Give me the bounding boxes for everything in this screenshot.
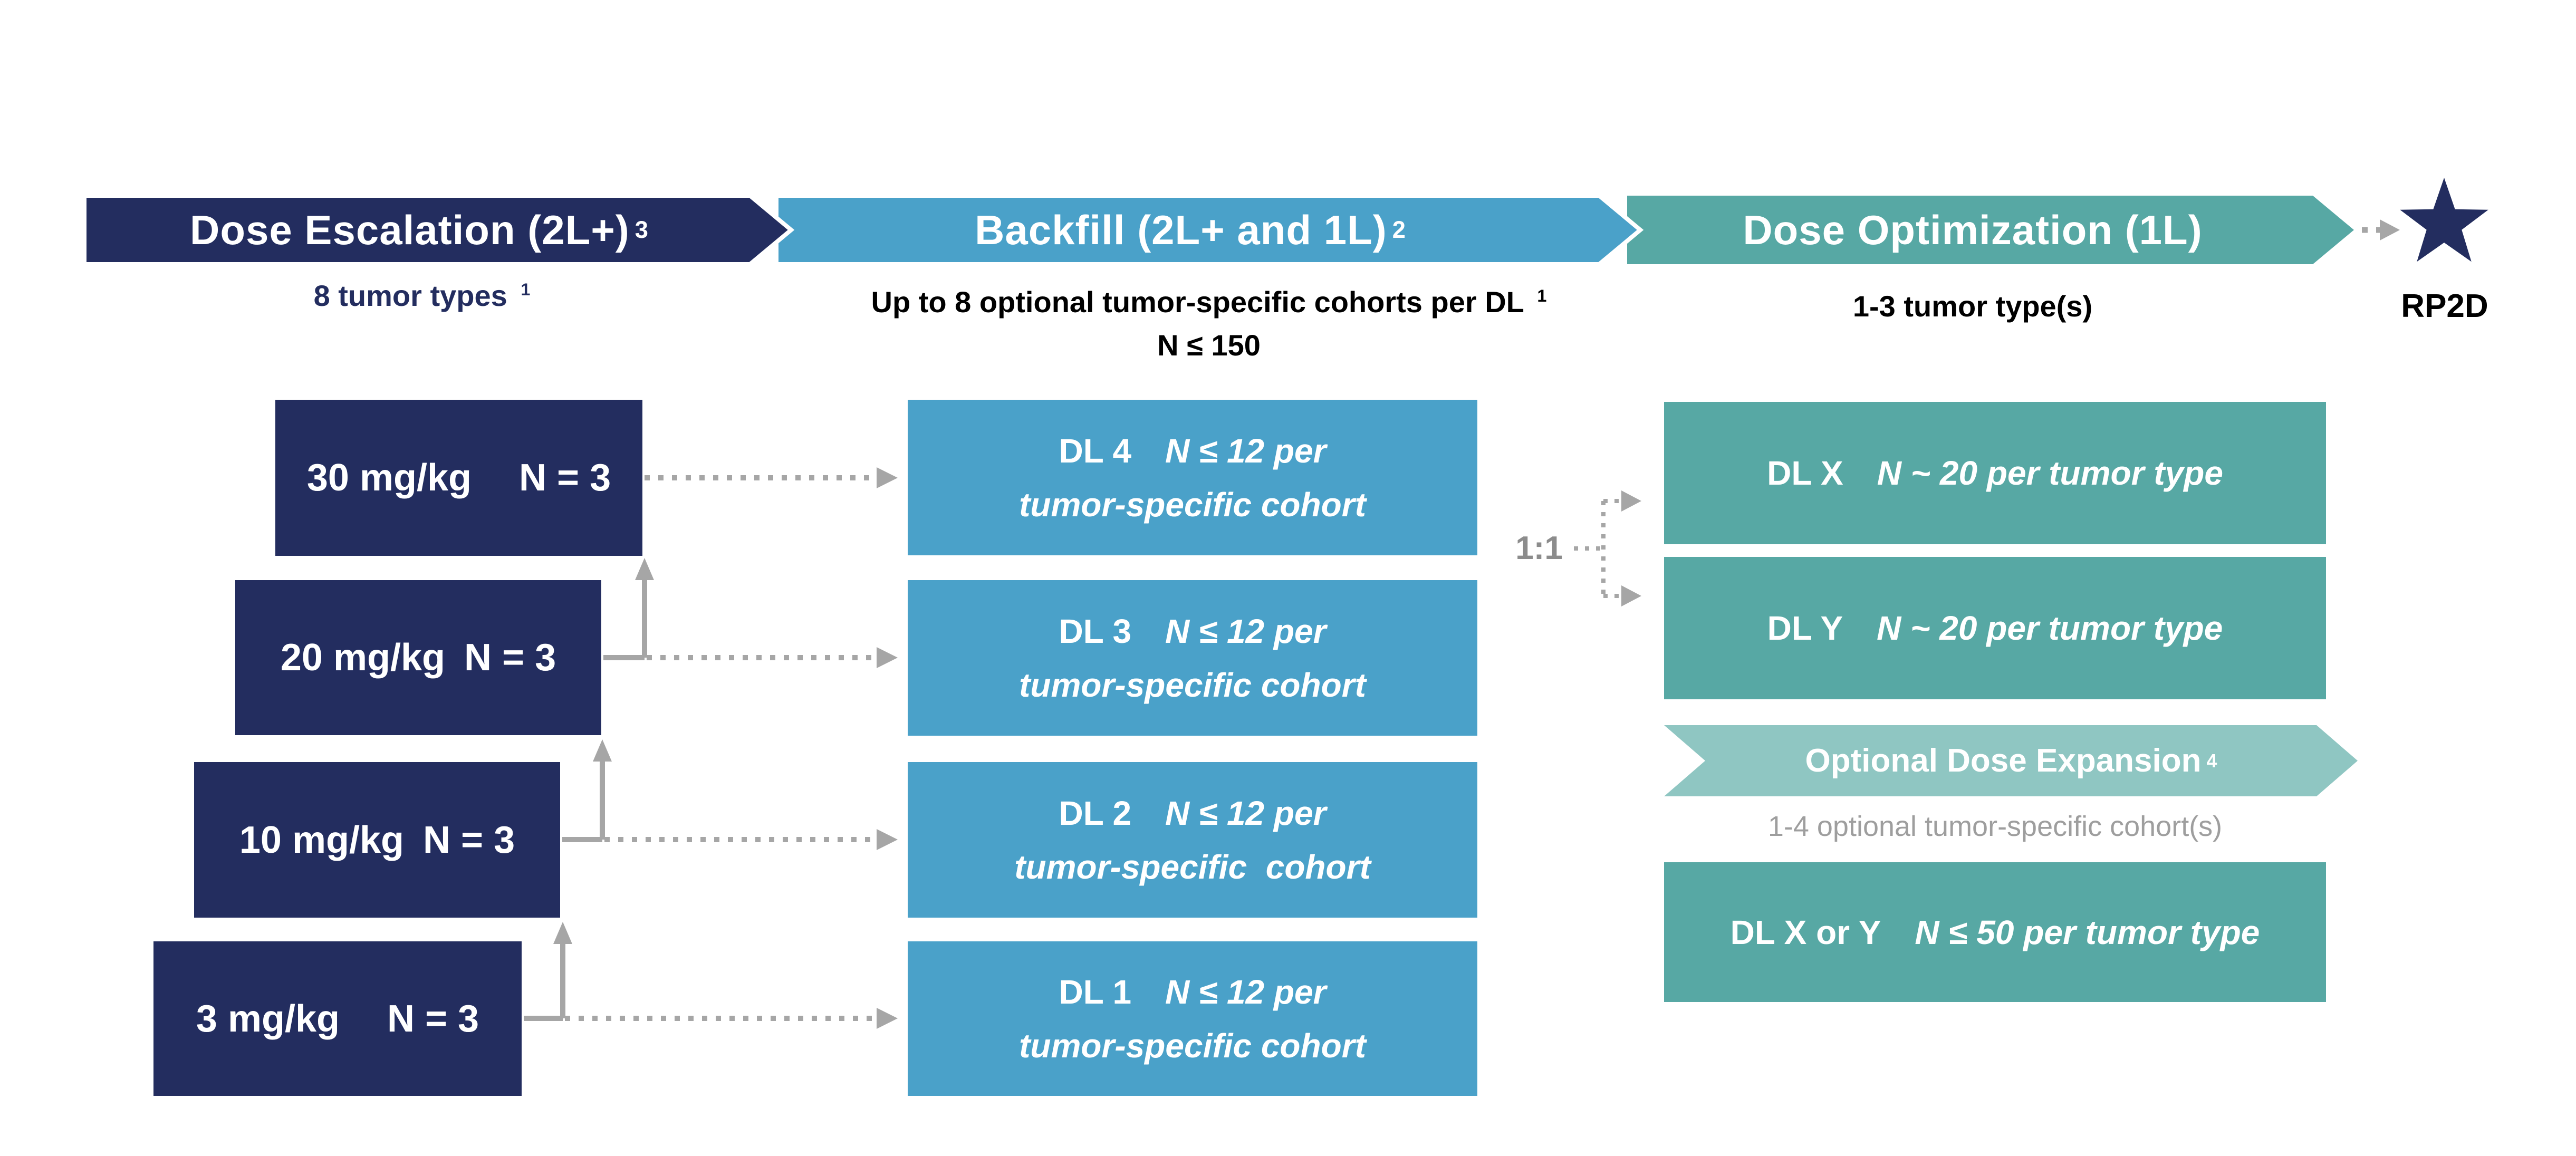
dose-box-10mgkg: 10 mg/kg N = 3 [194,762,560,918]
dl-n: N ~ 20 per tumor type [1877,454,2223,492]
dl-label: DL 1 [1059,972,1132,1011]
ratio-arrow-dlx-head [1621,490,1641,512]
footnote-ref-1b: 1 [1537,286,1547,306]
backfill-subtitle-line1: Up to 8 optional tumor-specific cohorts … [776,281,1641,324]
rp2d-label: RP2D [2401,288,2488,324]
banner-dose-escalation: Dose Escalation (2L+) 3 [190,206,649,253]
dl-n: N ≤ 50 per tumor type [1915,913,2260,951]
arrow-30-to-dl4-head [877,467,898,488]
optimization-box-dlx: DL X N ~ 20 per tumor type [1664,402,2326,544]
arrow-10-to-dl2-head [877,829,898,850]
optional-dose-expansion-banner: Optional Dose Expansion 4 [1805,743,2217,779]
backfill-box-line1: DL 4 N ≤ 12 per [1059,424,1327,478]
banner-dose-optimization-label: Dose Optimization (1L) [1743,206,2203,253]
dose-optimization-banner-arrow [1627,196,2354,264]
backfill-box-line1: DL 2 N ≤ 12 per [1059,786,1327,840]
dose-value: 20 mg/kg [280,637,446,679]
backfill-box-dl2: DL 2 N ≤ 12 per tumor-specific cohort [908,762,1477,918]
banner-backfill-label: Backfill (2L+ and 1L) [975,206,1387,253]
ratio-arrow-dly-head [1621,585,1641,606]
dose-box-20mgkg: 20 mg/kg N = 3 [235,580,601,735]
backfill-box-dl3: DL 3 N ≤ 12 per tumor-specific cohort [908,580,1477,736]
dl-label: DL 2 [1059,794,1132,832]
backfill-subtitle-text: Up to 8 optional tumor-specific cohorts … [871,285,1524,319]
optimization-box-dly: DL Y N ~ 20 per tumor type [1664,557,2326,699]
backfill-box-line2: tumor-specific cohort [1019,1026,1366,1065]
dl-label: DL X [1767,454,1843,492]
dose-value: 3 mg/kg [196,997,340,1040]
banner-dose-optimization: Dose Optimization (1L) [1627,196,2318,264]
arrow-20-to-dl3-head [877,647,898,668]
optional-dose-expansion-subtitle: 1-4 optional tumor-specific cohort(s) [1767,811,2223,842]
dl-n: N ≤ 12 per [1165,794,1327,832]
dose-value: 10 mg/kg [239,818,405,861]
dose-n: N = 3 [464,637,556,679]
backfill-box-line2: tumor-specific cohort [1019,666,1366,704]
escalate-3-to-10-head [553,922,572,944]
dose-n: N = 3 [519,457,611,499]
backfill-subtitle-line2: N ≤ 150 [1157,329,1261,362]
dl-n: N ≤ 12 per [1165,612,1327,650]
dose-n: N = 3 [423,818,515,861]
arrow-3-to-dl1-head [877,1008,898,1029]
dl-n: N ≤ 12 per [1165,431,1327,470]
footnote-ref-1: 1 [521,280,531,300]
backfill-banner-arrow [774,194,1644,266]
dose-box-3mgkg: 3 mg/kg N = 3 [153,941,522,1096]
dl-label: DL 4 [1059,431,1132,470]
banner-backfill: Backfill (2L+ and 1L) 2 [975,206,1406,253]
dose-escalation-banner-arrow [82,194,795,266]
escalate-20-to-30-head [635,558,654,580]
optimization-subtitle: 1-3 tumor type(s) [1852,290,2093,323]
arrow-to-rp2d-head [2380,219,2400,240]
optional-dose-expansion-banner-arrow [1664,725,2358,796]
backfill-subtitle: Up to 8 optional tumor-specific cohorts … [776,281,1641,367]
backfill-box-line2: tumor-specific cohort [1019,485,1366,524]
randomization-ratio-label: 1:1 [1515,530,1563,566]
optional-dose-expansion-label: Optional Dose Expansion [1805,743,2202,779]
backfill-box-line1: DL 1 N ≤ 12 per [1059,965,1327,1019]
expansion-box-dlx-or-y: DL X or Y N ≤ 50 per tumor type [1664,862,2326,1002]
backfill-box-dl1: DL 1 N ≤ 12 per tumor-specific cohort [908,941,1477,1096]
dl-label: DL Y [1767,609,1843,647]
escalate-10-to-20-head [593,739,612,762]
backfill-box-line1: DL 3 N ≤ 12 per [1059,604,1327,658]
dose-box-30mgkg: 30 mg/kg N = 3 [275,400,642,556]
escalation-subtitle: 8 tumor types 1 [137,274,707,317]
rp2d-star-icon [2400,178,2488,262]
dose-value: 30 mg/kg [306,457,472,499]
dl-n: N ~ 20 per tumor type [1877,609,2223,647]
backfill-box-line2: tumor-specific cohort [1014,847,1371,886]
banner-dose-escalation-label: Dose Escalation (2L+) [190,206,630,253]
escalation-subtitle-text: 8 tumor types [313,279,507,312]
dl-label: DL X or Y [1730,913,1881,951]
dl-n: N ≤ 12 per [1165,972,1327,1011]
backfill-box-dl4: DL 4 N ≤ 12 per tumor-specific cohort [908,400,1477,555]
dl-label: DL 3 [1059,612,1132,650]
dose-n: N = 3 [387,997,479,1040]
